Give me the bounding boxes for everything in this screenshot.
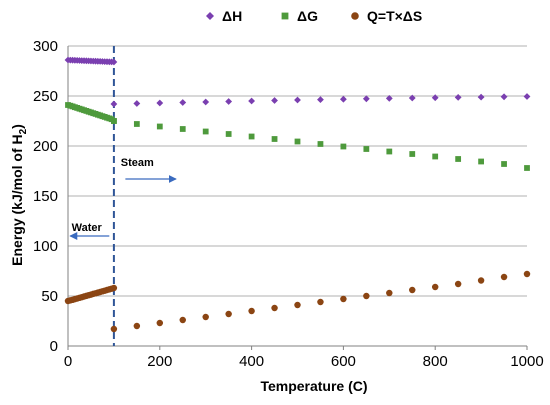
y-tick-label: 150 <box>33 188 58 205</box>
data-point <box>179 99 187 106</box>
grid-lines <box>68 45 527 297</box>
data-point <box>202 98 210 106</box>
data-point <box>454 280 462 288</box>
data-point <box>386 289 393 297</box>
data-point <box>248 133 255 140</box>
data-point <box>431 94 439 102</box>
y-tick-label: 50 <box>41 288 58 305</box>
legend-entry-2: Q=T×ΔS <box>351 8 422 24</box>
data-point <box>294 301 301 309</box>
x-tick-label: 600 <box>331 353 356 370</box>
data-point <box>501 161 507 167</box>
y-tick-label: 100 <box>33 238 58 255</box>
data-point <box>202 313 209 321</box>
legend-marker <box>351 12 359 20</box>
data-point <box>271 304 278 312</box>
data-point <box>477 277 485 284</box>
data-point <box>179 316 186 324</box>
data-point <box>294 138 301 145</box>
y-axis-title-close: ) <box>9 124 25 129</box>
legend-marker <box>206 12 214 20</box>
legend-label: ΔG <box>297 8 318 24</box>
series-1 <box>65 102 530 171</box>
data-point <box>179 126 186 132</box>
data-point <box>363 146 370 152</box>
data-point <box>362 95 370 103</box>
data-point <box>500 273 508 281</box>
y-axis-title: Energy (kJ/mol of H2) <box>9 124 29 266</box>
tick-labels: 0 50 100 150 200 250 300 0 200 400 600 800 1000 <box>33 38 544 370</box>
data-point <box>432 153 439 160</box>
data-point <box>271 136 278 142</box>
data-point <box>248 307 255 315</box>
data-point <box>385 95 393 102</box>
annotation-label: Water <box>72 222 103 234</box>
data-point <box>202 128 209 135</box>
y-tick-label: 300 <box>33 38 58 55</box>
y-axis-title-main: Energy (kJ/mol of H <box>9 134 25 265</box>
x-tick-label: 0 <box>64 353 72 370</box>
data-point <box>500 93 508 101</box>
data-point <box>363 292 370 300</box>
data-point <box>455 156 462 162</box>
data-point <box>523 270 531 278</box>
legend-entry-0: ΔH <box>206 8 242 24</box>
series-0 <box>64 56 531 108</box>
x-axis-title: Temperature (C) <box>260 378 367 394</box>
data-point <box>386 148 393 155</box>
legend-label: Q=T×ΔS <box>367 8 422 24</box>
data-point <box>156 319 164 327</box>
data-point <box>408 94 416 102</box>
data-point <box>271 97 278 104</box>
legend-label: ΔH <box>222 8 242 24</box>
data-point <box>409 151 416 157</box>
data-point <box>409 286 416 294</box>
data-point <box>110 100 118 108</box>
data-point <box>294 96 301 104</box>
data-point <box>454 94 462 101</box>
y-tick-label: 250 <box>33 88 58 105</box>
legend: ΔH ΔG Q=T×ΔS <box>206 8 422 24</box>
data-point <box>110 58 118 66</box>
x-tick-label: 200 <box>147 353 172 370</box>
data-point <box>317 298 324 306</box>
data-point <box>478 158 484 165</box>
data-point <box>340 95 347 103</box>
y-axis-title-subscript: 2 <box>18 128 29 134</box>
legend-entry-1: ΔG <box>281 8 318 24</box>
y-tick-label: 0 <box>50 338 58 355</box>
data-point <box>340 143 347 150</box>
data-point <box>133 100 141 107</box>
data-point <box>523 93 531 100</box>
data-point <box>156 99 164 107</box>
data-point <box>524 165 530 171</box>
x-tick-label: 800 <box>423 353 448 370</box>
axes <box>67 46 528 350</box>
data-point <box>225 310 232 318</box>
x-tick-label: 400 <box>239 353 264 370</box>
x-tick-label: 1000 <box>510 353 543 370</box>
annotations: Steam Water <box>69 157 177 240</box>
data-point <box>431 283 439 291</box>
data-point <box>111 118 117 124</box>
data-point <box>156 123 163 130</box>
data-points <box>64 56 531 333</box>
data-point <box>340 295 347 303</box>
data-point <box>225 98 233 105</box>
series-2 <box>64 270 531 333</box>
data-point <box>317 141 324 147</box>
data-point <box>317 96 324 103</box>
data-point <box>133 322 141 330</box>
data-point <box>477 93 485 101</box>
y-tick-label: 200 <box>33 138 58 155</box>
data-point <box>248 97 255 105</box>
legend-marker <box>281 12 289 20</box>
data-point <box>110 284 118 292</box>
data-point <box>133 121 140 127</box>
data-point <box>225 131 232 137</box>
data-point <box>110 325 118 333</box>
annotation-label: Steam <box>121 157 154 169</box>
